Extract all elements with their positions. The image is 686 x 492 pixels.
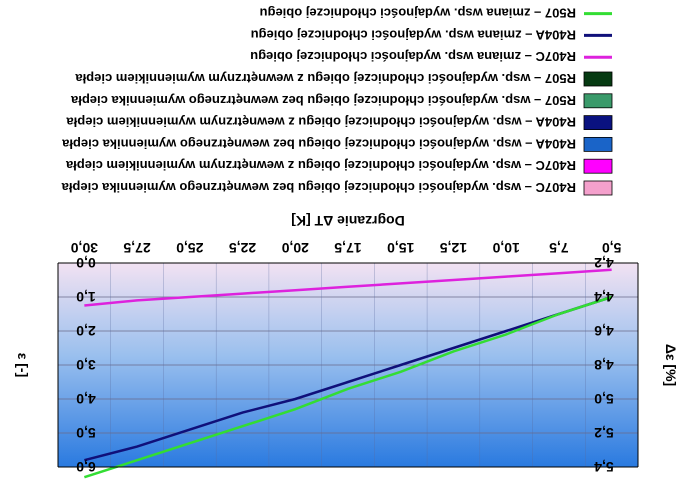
legend-entry-label: R404A – wsp. wydajności chłodniczej obie… [66,115,576,130]
legend-swatch-1 [583,158,613,174]
x-tick-label: 17,5 [334,240,361,256]
y-tick-label: 5,0 [594,391,614,407]
legend-entry-label: R507 – zmiana wsp. wydajności chłodnicze… [260,6,576,21]
x-tick-label: 25,0 [176,240,203,256]
x-axis-title: Dogrzanie ΔT [K] [291,213,405,229]
legend-swatch-2 [583,136,613,152]
y-tick-label: 4,6 [594,323,614,339]
y2-tick-label: 1,0 [76,289,96,305]
axes: 4,2 4,4 4,6 4,8 5,0 5,2 5,4 0,0 1,0 2,0 3,0 4,0 5,0 6… [15,213,679,475]
legend-entry-label: R404A – zmiana wsp. wydajności chłodnicz… [251,27,576,42]
y2-tick-label: 0,0 [76,255,96,271]
legend-entry-label: R507 – wsp. wydajności chłodniczej obieg… [75,71,576,86]
series-lines [83,268,613,479]
y2-tick-label: 6,0 [76,459,96,475]
y-tick-label: 4,2 [594,255,614,271]
y-tick-label: 4,4 [594,289,614,305]
y-tick-label: 4,8 [594,357,614,373]
series-line-8 [83,295,613,479]
x-tick-label: 22,5 [229,240,256,256]
legend-entry-label: R407C – zmiana wsp. wydajności chłodnicz… [250,49,576,64]
x-tick-label: 27,5 [123,240,150,256]
legend-entry-label: R407C – wsp. wydajności chłodniczej obie… [61,180,576,195]
legend-entry-label: R404A – wsp. wydajności chłodniczej obie… [61,136,576,151]
legend-swatch-3 [583,115,613,131]
legend-swatch-5 [583,71,613,87]
legend-entry-label: R407C – wsp. wydajności chłodniczej obie… [65,158,576,173]
y2-tick-label: 2,0 [76,323,96,339]
series-line-6 [84,268,612,307]
y2-axis-title: Δε [%] [663,344,679,386]
y-axis-title: ε [-] [15,353,31,378]
x-tick-label: 10,0 [492,240,519,256]
series-line-7 [84,295,613,462]
y2-tick-label: 3,0 [76,357,96,373]
x-tick-label: 5,0 [602,240,622,256]
x-tick-label: 7,5 [549,240,569,256]
y-tick-label: 5,4 [594,459,614,475]
legend-entry-label: R507 – wsp. wydajności chłodniczej obieg… [70,93,576,108]
y2-tick-label: 5,0 [76,425,96,441]
x-tick-label: 20,0 [281,240,308,256]
legend-swatch-0 [583,180,613,196]
legend-swatch-4 [583,93,613,109]
y-tick-label: 5,2 [594,425,614,441]
x-tick-label: 12,5 [440,240,467,256]
x-tick-label: 30,0 [71,240,98,256]
x-tick-label: 15,0 [387,240,414,256]
legend: R407C – wsp. wydajności chłodniczej obie… [61,6,613,196]
y2-tick-label: 4,0 [76,391,96,407]
